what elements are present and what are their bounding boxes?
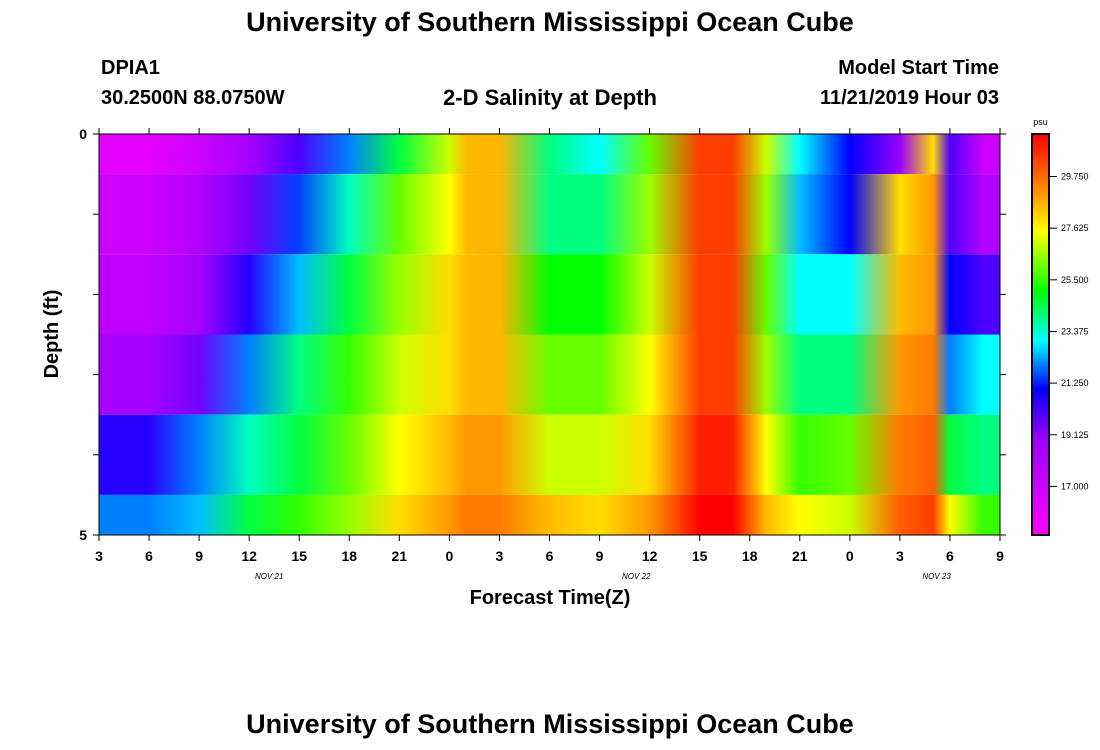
colorbar-tick-label: 19.125 bbox=[1061, 430, 1089, 440]
model-start-label: Model Start Time bbox=[838, 57, 999, 79]
colorbar-tick-label: 25.500 bbox=[1061, 275, 1089, 285]
x-tick-label: 9 bbox=[596, 548, 604, 564]
colorbar: psu 17.000 19.125 21.250 23.375 25.500 27.625 2… bbox=[1031, 117, 1089, 536]
x-tick-label: 18 bbox=[341, 548, 357, 564]
x-tick-label: 15 bbox=[291, 548, 307, 564]
model-start-time: 11/21/2019 Hour 03 bbox=[819, 87, 999, 109]
depth-band-4.75 bbox=[99, 494, 1000, 535]
x-tick-label: 6 bbox=[145, 548, 153, 564]
depth-band-0.25 bbox=[99, 134, 1000, 175]
y-axis: 05 bbox=[79, 126, 1006, 543]
x-tick-label: 18 bbox=[742, 548, 758, 564]
x-tick-label: 0 bbox=[445, 548, 453, 564]
x-tick-label: 9 bbox=[195, 548, 203, 564]
x-tick-label: 21 bbox=[392, 548, 408, 564]
heatmap-bands bbox=[99, 134, 1000, 535]
page-title: University of Southern Mississippi Ocean… bbox=[246, 7, 854, 37]
y-axis-label: Depth (ft) bbox=[41, 290, 63, 379]
depth-band-1 bbox=[99, 174, 1000, 255]
colorbar-tick-label: 23.375 bbox=[1061, 326, 1089, 336]
y-tick-label: 5 bbox=[79, 527, 87, 543]
x-tick-label: 21 bbox=[792, 548, 808, 564]
chart-subtitle: 2-D Salinity at Depth bbox=[443, 85, 657, 110]
colorbar-unit: psu bbox=[1033, 117, 1048, 127]
depth-band-2 bbox=[99, 254, 1000, 335]
x-axis-label: Forecast Time(Z) bbox=[470, 587, 631, 609]
x-tick-label: 15 bbox=[692, 548, 708, 564]
x-axis: 3 6 9 12 15 18 21 0 3 6 9 12 15 18 21 0 3 6 9 NOV 21 NOV 22 N… bbox=[95, 128, 1004, 581]
x-tick-label: 3 bbox=[95, 548, 103, 564]
footer-title: University of Southern Mississippi Ocean… bbox=[246, 709, 854, 739]
x-tick-label: 6 bbox=[946, 548, 954, 564]
date-label: NOV 23 bbox=[922, 572, 951, 581]
depth-band-3 bbox=[99, 334, 1000, 415]
station-coordinates: 30.2500N 88.0750W bbox=[101, 87, 285, 109]
x-tick-label: 6 bbox=[546, 548, 554, 564]
colorbar-tick-label: 17.000 bbox=[1061, 481, 1089, 491]
date-label: NOV 21 bbox=[255, 572, 283, 581]
depth-band-4 bbox=[99, 414, 1000, 495]
colorbar-tick-label: 29.750 bbox=[1061, 172, 1089, 182]
x-tick-label: 12 bbox=[241, 548, 257, 564]
y-tick-label: 0 bbox=[79, 126, 87, 142]
date-label: NOV 22 bbox=[622, 572, 651, 581]
x-tick-label: 0 bbox=[846, 548, 854, 564]
station-id: DPIA1 bbox=[101, 57, 160, 79]
x-tick-label: 3 bbox=[896, 548, 904, 564]
colorbar-tick-label: 27.625 bbox=[1061, 223, 1089, 233]
colorbar-scale bbox=[1031, 133, 1050, 536]
colorbar-tick-label: 21.250 bbox=[1061, 378, 1089, 388]
x-tick-label: 3 bbox=[496, 548, 504, 564]
x-tick-label: 12 bbox=[642, 548, 658, 564]
x-tick-label: 9 bbox=[996, 548, 1004, 564]
